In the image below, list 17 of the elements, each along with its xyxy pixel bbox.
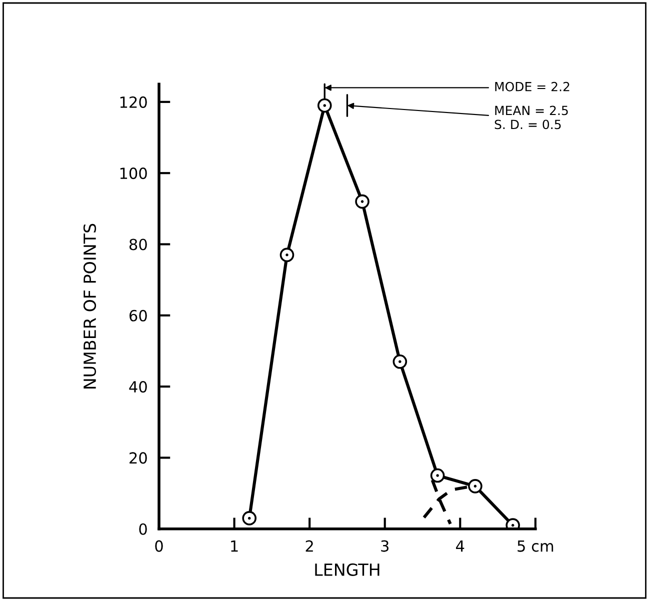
y-tick-label: 60: [130, 310, 147, 322]
x-tick-label: 2: [306, 540, 313, 552]
y-tick-label: 100: [120, 168, 147, 180]
x-tick-label: 4: [456, 540, 464, 552]
y-axis-title: NUMBER OF POINTS: [83, 224, 96, 388]
y-tick-label: 20: [130, 452, 147, 464]
annotation: MODE = 2.2: [495, 82, 570, 92]
y-tick-label: 120: [120, 96, 147, 108]
x-tick-label: 5 cm: [518, 540, 554, 552]
y-tick-label: 40: [129, 381, 147, 393]
y-tick-label: 0: [139, 523, 147, 535]
x-tick-label: 0: [155, 540, 163, 552]
x-tick-label: 1: [231, 540, 238, 552]
x-tick-label: 3: [381, 540, 388, 552]
annotation: MEAN = 2.5 S. D. = 0.5: [494, 106, 568, 130]
x-axis-title: LENGTH: [315, 563, 380, 576]
y-tick-label: 80: [129, 238, 147, 250]
